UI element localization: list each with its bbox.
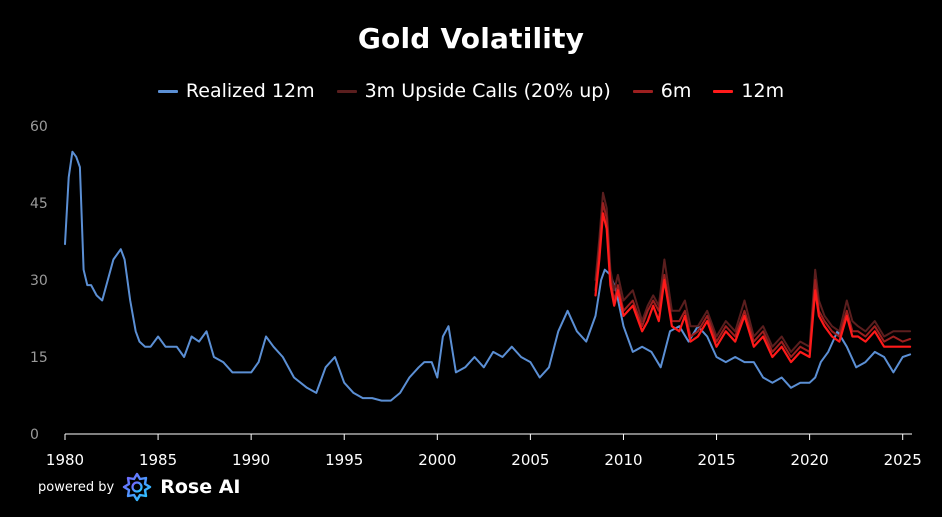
y-tick-label-15: 15: [30, 350, 48, 366]
x-tick-label-2025: 2025: [884, 451, 922, 469]
brand-name: Rose AI: [160, 476, 241, 498]
x-tick-label-2005: 2005: [511, 451, 549, 469]
legend-label-6m: 6m: [660, 80, 692, 102]
x-tick-label-2010: 2010: [604, 451, 642, 469]
x-tick-label-2000: 2000: [418, 451, 456, 469]
series-line-6m: [594, 202, 912, 358]
legend-item-6m: 6m: [632, 80, 692, 102]
chart-title: Gold Volatility: [357, 22, 585, 55]
legend-swatch-realized-12m: [157, 89, 178, 93]
x-tick-label-2020: 2020: [791, 451, 829, 469]
x-tick-label-1995: 1995: [325, 451, 363, 469]
footer: powered by Rose AI: [38, 472, 241, 502]
y-tick-label-45: 45: [30, 196, 48, 212]
y-tick-label-0: 0: [30, 427, 39, 443]
legend: Realized 12m 3m Upside Calls (20% up) 6m…: [0, 80, 942, 102]
legend-item-12m: 12m: [713, 80, 784, 102]
legend-item-3m-upside-calls: 3m Upside Calls (20% up): [336, 80, 611, 102]
legend-item-realized-12m: Realized 12m: [157, 80, 315, 102]
legend-swatch-12m: [713, 89, 734, 93]
x-tick-label-1980: 1980: [46, 451, 84, 469]
legend-label-realized-12m: Realized 12m: [185, 80, 315, 102]
powered-by-text: powered by: [38, 479, 115, 495]
legend-swatch-6m: [632, 89, 653, 93]
x-tick-label-1985: 1985: [139, 451, 177, 469]
series-line-12m: [594, 212, 912, 364]
x-tick-label-2015: 2015: [697, 451, 735, 469]
y-tick-label-60: 60: [30, 119, 48, 135]
y-tick-label-30: 30: [30, 273, 48, 289]
series-line-realized-12m: [64, 150, 912, 402]
legend-label-12m: 12m: [741, 80, 785, 102]
x-tick-label-1990: 1990: [232, 451, 270, 469]
legend-swatch-3m-upside-calls: [336, 89, 357, 93]
series-line-3m-upside-calls-20-up: [594, 191, 912, 353]
rose-ai-logo-icon: [123, 472, 152, 502]
legend-label-3m-upside-calls: 3m Upside Calls (20% up): [364, 80, 611, 102]
